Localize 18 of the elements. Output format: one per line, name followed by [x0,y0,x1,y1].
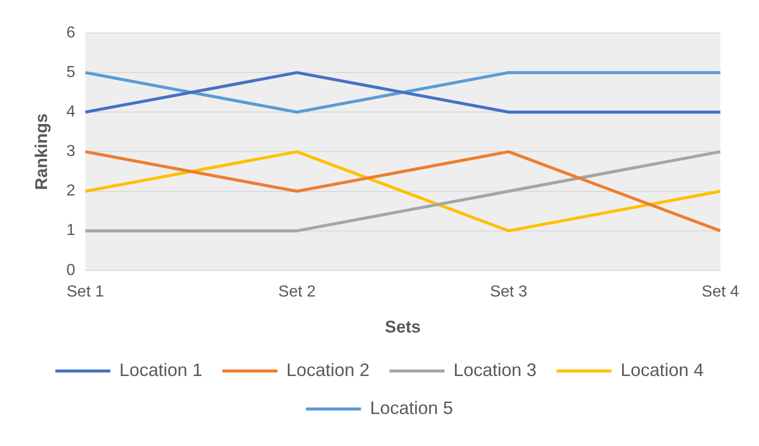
legend-label: Location 4 [620,360,704,380]
x-axis-title: Sets [384,317,421,336]
x-tick-label: Set 1 [66,283,104,300]
y-tick-label: 0 [66,262,76,279]
x-tick-label: Set 4 [702,283,740,300]
legend-label: Location 5 [370,398,454,418]
x-tick-label: Set 2 [278,283,316,300]
y-axis-title: Rankings [32,113,51,190]
y-tick-label: 6 [66,24,76,42]
y-tick-label: 1 [66,222,76,240]
y-tick-label: 5 [66,64,76,81]
y-tick-label: 2 [66,182,76,200]
legend-label: Location 1 [119,360,202,380]
legend-label: Location 2 [286,360,370,380]
y-tick-label: 3 [66,143,76,160]
y-tick-label: 4 [66,104,76,121]
x-tick-label: Set 3 [490,283,528,300]
legend-label: Location 3 [454,360,537,380]
